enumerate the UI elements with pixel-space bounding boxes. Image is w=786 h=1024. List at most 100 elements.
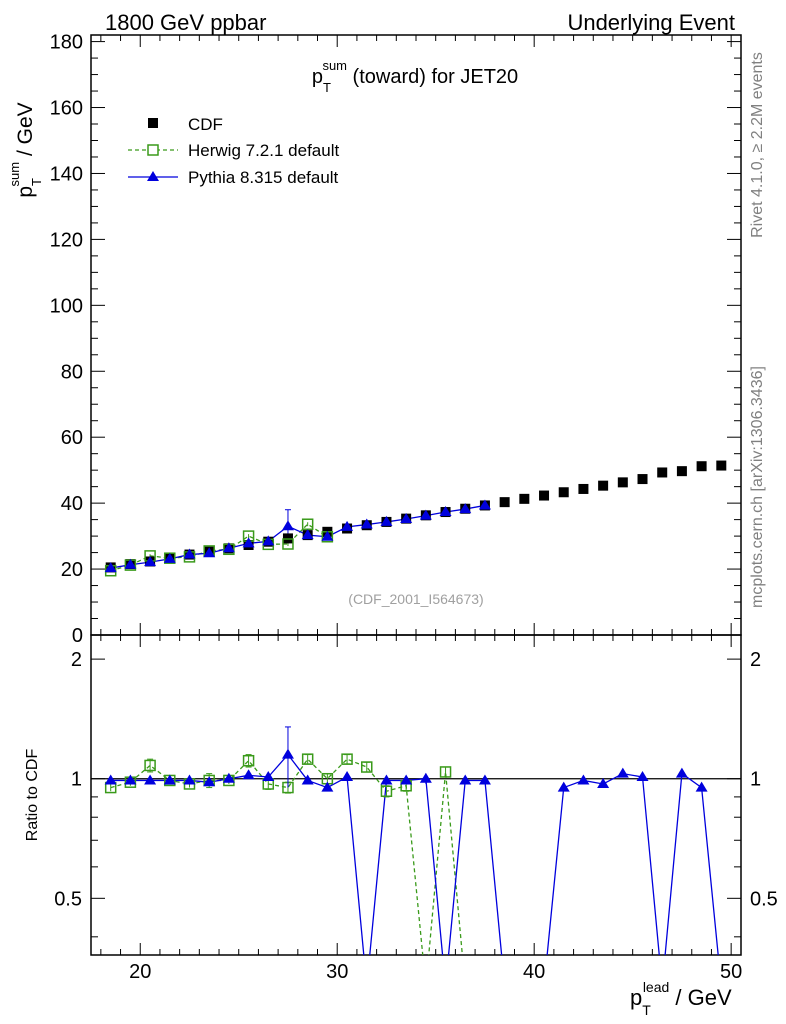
legend-herwig-label: Herwig 7.2.1 default <box>188 141 339 160</box>
ylabel-sup: sum <box>7 162 22 187</box>
pythia-point <box>222 542 235 553</box>
cdf-point <box>657 467 668 478</box>
pythia-point <box>419 509 432 520</box>
pythia-point <box>301 529 314 540</box>
y-tick-label: 0 <box>72 625 83 647</box>
title-sub: T <box>323 80 331 95</box>
cdf-point <box>578 483 589 494</box>
header-right: Underlying Event <box>567 10 735 35</box>
ratio-y-tick-label: 1 <box>71 769 82 791</box>
rivet-label: Rivet 4.1.0, ≥ 2.2M events <box>749 52 766 238</box>
ratio-pythia-point <box>242 769 255 780</box>
svg-text:pTsum / GeV: pTsum / GeV <box>7 102 44 197</box>
pythia-point <box>242 537 255 548</box>
x-tick-label: 30 <box>326 961 348 983</box>
pythia-point <box>360 518 373 529</box>
ratio-y-tick-label: 1 <box>750 769 761 791</box>
x-tick-label: 40 <box>523 961 545 983</box>
pythia-point <box>183 548 196 559</box>
ratio-y-tick-label: 2 <box>71 649 82 671</box>
ratio-pythia-point <box>124 774 137 785</box>
cdf-point <box>558 487 569 498</box>
x-tick-label: 50 <box>720 961 742 983</box>
ratio-y-tick-label: 2 <box>750 649 761 671</box>
header-left: 1800 GeV ppbar <box>105 10 266 35</box>
y-tick-label: 120 <box>50 229 83 251</box>
y-tick-label: 140 <box>50 163 83 185</box>
pythia-point <box>321 530 334 541</box>
ratio-herwig-point <box>361 761 373 773</box>
xlabel-sub: T <box>642 1002 651 1018</box>
legend: CDF Herwig 7.2.1 default Pythia 8.315 de… <box>128 115 339 187</box>
pythia-point <box>459 503 472 514</box>
ratio-pythia-point <box>222 772 235 783</box>
pythia-point <box>341 520 354 531</box>
main-ylabel: pTsum / GeV <box>7 102 44 197</box>
y-tick-label: 100 <box>50 295 83 317</box>
cdf-point <box>696 461 707 472</box>
ratio-y-tick-label: 0.5 <box>54 888 82 910</box>
y-tick-label: 80 <box>61 361 83 383</box>
ratio-herwig-point <box>380 785 393 797</box>
cdf-point <box>716 460 727 471</box>
ratio-pythia-point <box>675 767 688 778</box>
herwig-point <box>282 538 294 550</box>
pythia-point <box>262 535 275 546</box>
mcplots-label: mcplots.cern.ch [arXiv:1306.3436] <box>749 366 766 608</box>
legend-pythia-label: Pythia 8.315 default <box>188 168 339 187</box>
pythia-point <box>124 558 137 569</box>
ylabel-sub: T <box>29 178 44 186</box>
ratio-pythia-point <box>321 781 334 792</box>
main-panel: 0 20 40 60 80 100 120 140 160 180 <box>50 32 742 647</box>
ratio-herwig-point <box>242 754 255 767</box>
pythia-point <box>380 515 393 526</box>
pythia-point <box>163 552 176 563</box>
ratio-pythia-point <box>104 774 117 785</box>
ratio-pythia-point <box>301 774 314 785</box>
ratio-y-tick-label: 0.5 <box>750 888 778 910</box>
y-tick-label: 20 <box>61 559 83 581</box>
ratio-pythia-point <box>400 774 413 785</box>
legend-cdf-label: CDF <box>188 115 223 134</box>
xlabel-base: p <box>630 985 642 1010</box>
pythia-point <box>144 556 157 567</box>
ratio-pythia-point <box>577 774 590 785</box>
ratio-pythia-point <box>419 772 432 783</box>
y-tick-label: 180 <box>50 32 83 54</box>
analysis-tag: (CDF_2001_I564673) <box>348 591 483 607</box>
xlabel-sup: lead <box>643 979 669 995</box>
ratio-pythia-point <box>695 781 708 792</box>
xlabel: pTlead / GeV <box>630 979 732 1018</box>
main-title: pTsum (toward) for JET20 <box>312 58 518 95</box>
pythia-point <box>400 512 413 523</box>
cdf-point <box>499 497 510 508</box>
pythia-point <box>439 506 452 517</box>
ratio-frame <box>90 634 742 956</box>
cdf-point <box>598 480 609 491</box>
ratio-pythia-point <box>597 777 610 788</box>
ratio-pythia-point <box>144 774 157 785</box>
pythia-point <box>104 562 117 573</box>
ratio-pythia-point <box>557 781 570 792</box>
ylabel-rest: / GeV <box>14 102 37 162</box>
herwig-point <box>301 518 314 530</box>
ratio-pythia-point <box>183 774 196 785</box>
ratio-pythia-point <box>616 767 629 778</box>
ratio-pythia-point <box>380 774 393 785</box>
ratio-herwig-point <box>144 759 156 772</box>
herwig-line <box>110 523 328 572</box>
ylabel-base: p <box>14 186 37 198</box>
ratio-pythia-point <box>459 774 472 785</box>
legend-cdf-marker <box>148 118 158 128</box>
ratio-pythia-point <box>163 774 176 785</box>
x-tick-label: 20 <box>129 961 151 983</box>
ratio-pythia-point <box>262 770 275 781</box>
cdf-point <box>519 493 530 504</box>
legend-herwig-marker <box>147 144 159 156</box>
legend-pythia-marker <box>147 171 159 181</box>
cdf-point <box>617 477 628 488</box>
ratio-ylabel: Ratio to CDF <box>24 749 41 842</box>
y-tick-label: 40 <box>61 493 83 515</box>
y-tick-label: 60 <box>61 427 83 449</box>
